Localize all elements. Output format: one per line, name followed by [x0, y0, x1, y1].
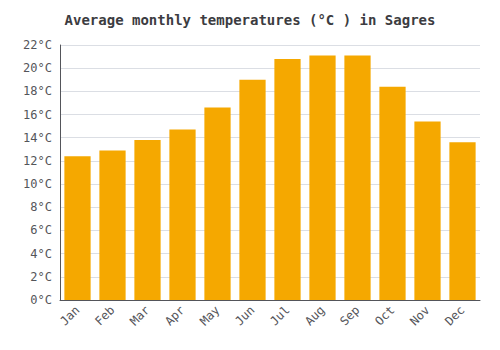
svg-text:10°C: 10°C [23, 177, 52, 191]
svg-text:Apr: Apr [162, 303, 187, 328]
svg-text:Aug: Aug [302, 303, 327, 328]
svg-text:22°C: 22°C [23, 38, 52, 52]
svg-text:Jan: Jan [57, 303, 82, 328]
svg-text:18°C: 18°C [23, 84, 52, 98]
svg-text:Jun: Jun [232, 303, 257, 328]
svg-text:Mar: Mar [127, 303, 152, 328]
svg-text:Oct: Oct [372, 303, 397, 328]
svg-text:12°C: 12°C [23, 154, 52, 168]
svg-text:8°C: 8°C [30, 200, 52, 214]
svg-text:4°C: 4°C [30, 247, 52, 261]
svg-text:2°C: 2°C [30, 270, 52, 284]
svg-text:14°C: 14°C [23, 131, 52, 145]
svg-text:0°C: 0°C [30, 293, 52, 307]
svg-text:20°C: 20°C [23, 61, 52, 75]
svg-text:6°C: 6°C [30, 223, 52, 237]
svg-text:Dec: Dec [442, 303, 467, 328]
svg-text:Jul: Jul [267, 303, 292, 328]
svg-text:Nov: Nov [407, 303, 432, 328]
svg-text:May: May [197, 303, 222, 328]
svg-text:Average monthly temperatures (: Average monthly temperatures (°C ) in Sa… [65, 12, 436, 28]
svg-text:16°C: 16°C [23, 108, 52, 122]
svg-text:Feb: Feb [92, 303, 117, 328]
svg-text:Sep: Sep [337, 303, 362, 328]
